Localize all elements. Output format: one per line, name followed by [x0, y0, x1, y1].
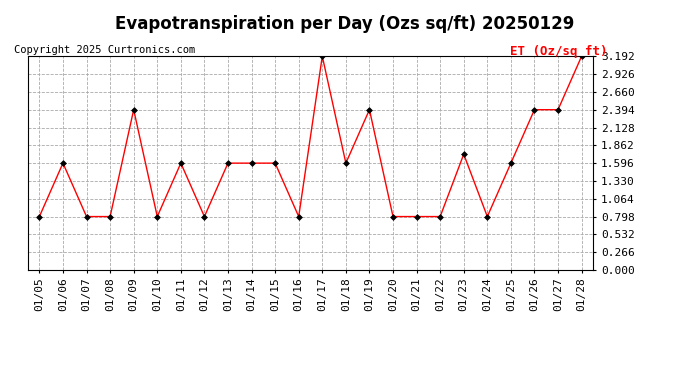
- Text: Evapotranspiration per Day (Ozs sq/ft) 20250129: Evapotranspiration per Day (Ozs sq/ft) 2…: [115, 15, 575, 33]
- Text: ET (Oz/sq ft): ET (Oz/sq ft): [510, 45, 607, 58]
- Text: Copyright 2025 Curtronics.com: Copyright 2025 Curtronics.com: [14, 45, 195, 55]
